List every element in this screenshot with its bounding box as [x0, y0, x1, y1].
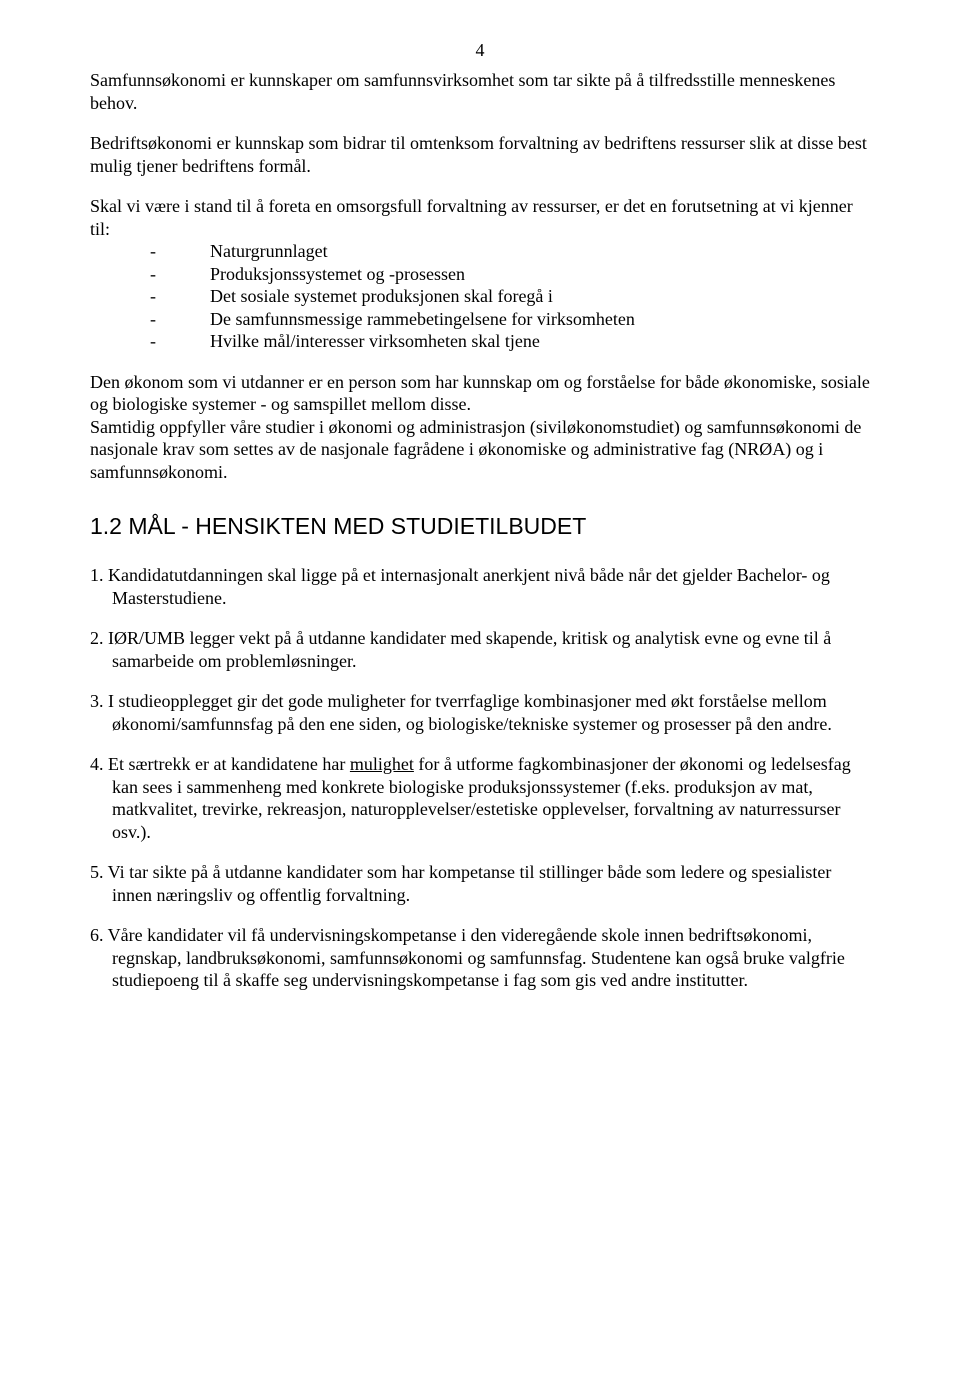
list-item-2: 2. IØR/UMB legger vekt på å utdanne kand… — [90, 627, 870, 672]
bullet-item: Hvilke mål/interesser virksomheten skal … — [90, 330, 870, 353]
list-item-4: 4. Et særtrekk er at kandidatene har mul… — [90, 753, 870, 843]
paragraph-4: Den økonom som vi utdanner er en person … — [90, 371, 870, 416]
list-item-6: 6. Våre kandidater vil få undervisningsk… — [90, 924, 870, 992]
list-item-4-underline: mulighet — [350, 754, 414, 774]
bullet-item: Produksjonssystemet og -prosessen — [90, 263, 870, 286]
bullet-item: Naturgrunnlaget — [90, 240, 870, 263]
paragraph-5: Samtidig oppfyller våre studier i økonom… — [90, 416, 870, 484]
paragraph-3: Skal vi være i stand til å foreta en oms… — [90, 195, 870, 240]
page-number: 4 — [90, 40, 870, 61]
list-item-4-pre: 4. Et særtrekk er at kandidatene har — [90, 754, 350, 774]
paragraph-1: Samfunnsøkonomi er kunnskaper om samfunn… — [90, 69, 870, 114]
numbered-list: 1. Kandidatutdanningen skal ligge på et … — [90, 564, 870, 992]
paragraph-2: Bedriftsøkonomi er kunnskap som bidrar t… — [90, 132, 870, 177]
list-item-5: 5. Vi tar sikte på å utdanne kandidater … — [90, 861, 870, 906]
bullet-item: De samfunnsmessige rammebetingelsene for… — [90, 308, 870, 331]
bullet-item: Det sosiale systemet produksjonen skal f… — [90, 285, 870, 308]
section-heading: 1.2 MÅL - HENSIKTEN MED STUDIETILBUDET — [90, 513, 870, 540]
list-item-3: 3. I studieopplegget gir det gode muligh… — [90, 690, 870, 735]
document-page: 4 Samfunnsøkonomi er kunnskaper om samfu… — [0, 0, 960, 1384]
bullet-list: Naturgrunnlaget Produksjonssystemet og -… — [90, 240, 870, 353]
list-item-1: 1. Kandidatutdanningen skal ligge på et … — [90, 564, 870, 609]
